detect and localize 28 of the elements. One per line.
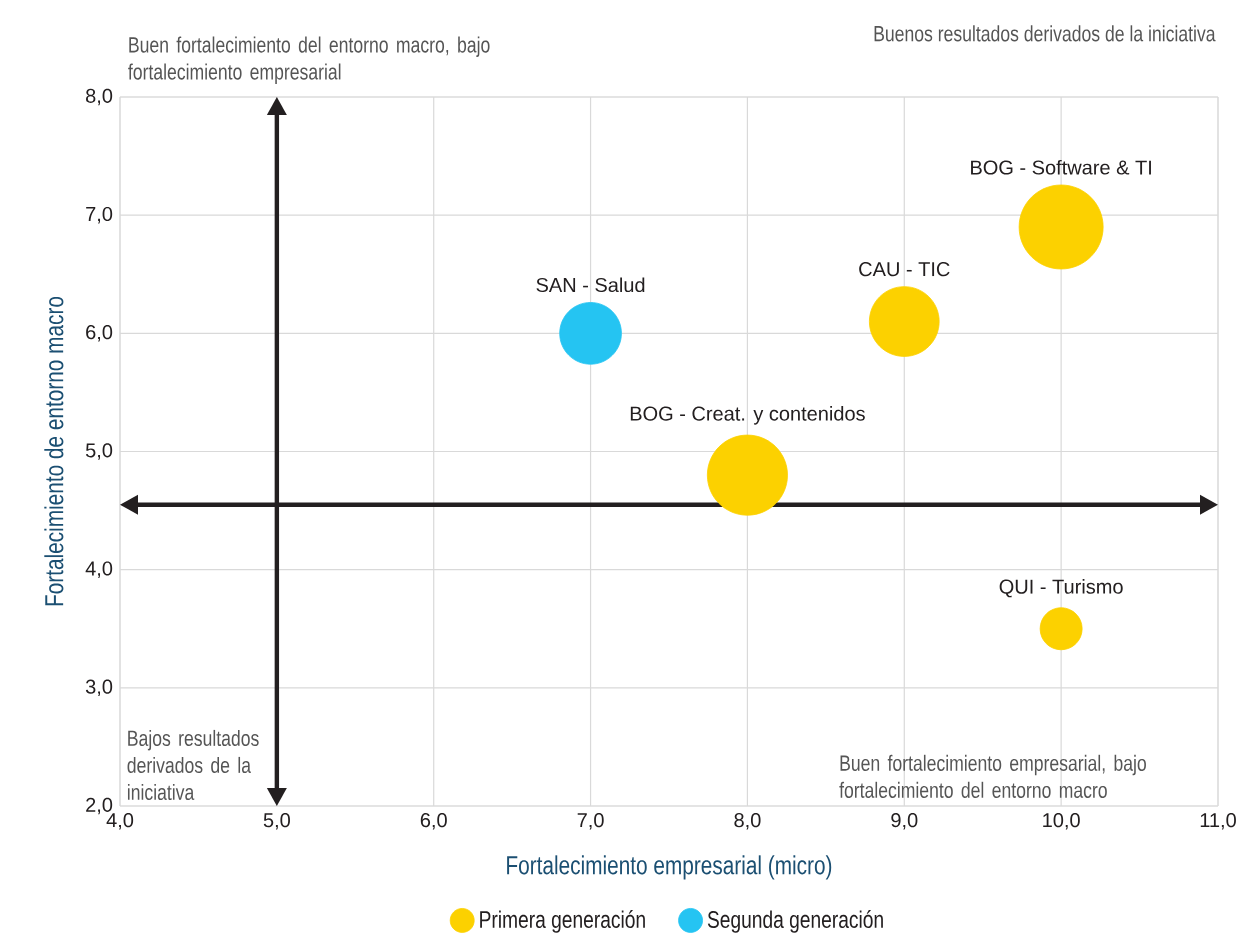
x-tick-label: 4,0: [106, 813, 134, 830]
x-tick-label: 6,0: [420, 813, 447, 830]
text: Buen fortalecimiento del entorno macro, bajo fortalecimiento empresarial: [128, 36, 490, 84]
annotation: Buen fortalecimiento empresarial, bajo fortalecimiento del entorno macro: [839, 754, 1146, 798]
legend-label: Primera generación: [480, 910, 645, 933]
y-axis-title: Fortalecimiento de entorno macro: [44, 296, 64, 606]
annotation: SAN - Salud: [536, 277, 645, 293]
annotation: BOG - Software & TI: [971, 159, 1151, 175]
x-tick-label: 8,0: [734, 813, 761, 830]
legend-label: Segunda generación: [707, 910, 883, 933]
y-tick-label: 7,0: [86, 206, 113, 224]
annotation: QUI - Turismo: [999, 579, 1123, 598]
x-tick-label: 11,0: [1200, 813, 1236, 830]
annotation: Bajos resultados derivados de la iniciativa: [127, 729, 259, 801]
y-tick-label: 5,0: [85, 443, 113, 460]
y-tick-label: 8,0: [86, 88, 113, 106]
annotation: BOG - Creat. y contenidos: [630, 406, 865, 425]
x-axis-title: Fortalecimiento empresarial (micro): [507, 855, 832, 880]
x-tick-label: 10,0: [1043, 813, 1080, 830]
y-tick-label: 4,0: [85, 561, 113, 578]
x-tick-label: 5,0: [263, 813, 290, 830]
text: Buenos resultados derivados de la iniciativa: [874, 25, 1216, 42]
x-tick-label: 9,0: [891, 813, 918, 830]
annotation: CAU - TIC: [859, 262, 950, 277]
x-tick-label: 7,0: [577, 813, 604, 830]
y-tick-label: 3,0: [85, 679, 113, 697]
y-tick-label: 6,0: [86, 325, 113, 342]
y-tick-label: 2,0: [86, 797, 113, 815]
